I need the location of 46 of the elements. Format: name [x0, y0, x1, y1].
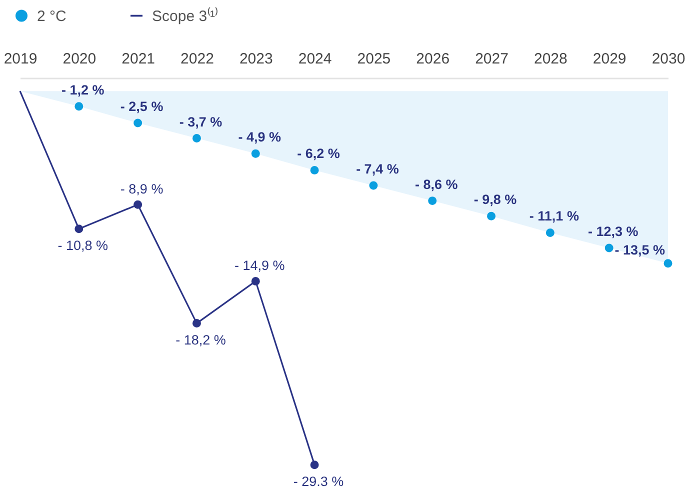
point: [74, 224, 84, 234]
data-label: - 1,2 %: [62, 82, 104, 98]
point: [74, 102, 84, 111]
x-tick-label: 2027: [475, 50, 508, 68]
data-label: - 8,9 %: [120, 182, 164, 197]
x-tick-label: 2029: [592, 50, 626, 68]
point: [604, 244, 614, 252]
point: [251, 149, 260, 158]
point: [251, 276, 260, 286]
data-label: - 3,7 %: [179, 114, 222, 130]
point: [546, 228, 554, 237]
data-label: - 9,8 %: [474, 192, 517, 208]
x-tick-label: 2022: [180, 50, 214, 68]
x-tick-label: 2023: [239, 50, 273, 68]
x-tick-label: 2026: [416, 50, 450, 68]
data-label: - 8,6 %: [414, 176, 458, 192]
x-tick-label: 2019: [4, 50, 38, 68]
point: [664, 259, 672, 268]
data-label: - 7,4 %: [356, 162, 399, 176]
data-label: - 11,1 %: [529, 208, 579, 224]
x-tick-label: 2030: [652, 50, 686, 68]
point: [310, 460, 319, 470]
data-label: - 29.3 %: [293, 474, 344, 489]
point: [134, 200, 142, 209]
point: [134, 118, 142, 128]
data-label: - 2,5 %: [120, 98, 164, 114]
x-tick-label: 2020: [62, 50, 96, 68]
legend-label: 2 °C: [37, 8, 67, 25]
point: [192, 134, 201, 143]
point: [428, 196, 437, 206]
data-label: - 14,9 %: [234, 258, 285, 274]
point: [369, 181, 378, 190]
data-label: - 13,5 %: [614, 242, 665, 258]
x-tick-label: 2028: [534, 50, 568, 68]
data-label: - 4,9 %: [238, 130, 282, 145]
data-label: - 12,3 %: [588, 224, 638, 240]
point: [487, 212, 496, 220]
data-label: - 6,2 %: [297, 146, 340, 162]
x-tick-label: 2021: [122, 50, 156, 68]
data-label: - 10,8 %: [58, 238, 108, 253]
x-tick-label: 2025: [357, 50, 391, 68]
legend-label: Scope 3⁽¹⁾: [152, 6, 218, 25]
x-tick-label: 2024: [298, 50, 332, 68]
data-label: - 18,2 %: [176, 332, 226, 348]
point: [310, 166, 319, 174]
point: [192, 319, 201, 328]
